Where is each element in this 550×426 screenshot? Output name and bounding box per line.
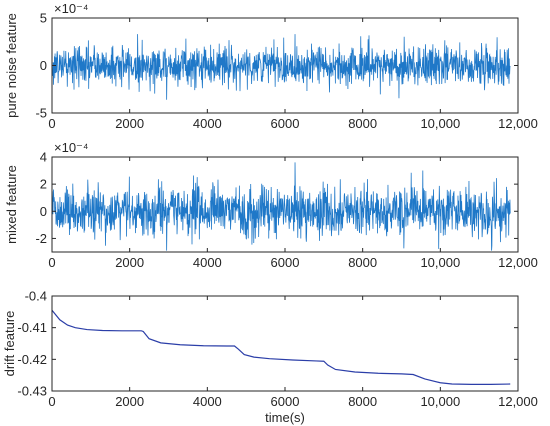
drift-ytick-label: -0.43 [17,384,47,399]
mixed-xtick-label: 12,000 [498,255,538,270]
mixed-xtick-label: 6000 [271,255,300,270]
pure-noise-xtick-label: 8000 [348,116,377,131]
drift-xtick-label: 4000 [193,394,222,409]
drift-panel: 0 2000 4000 6000 8000 10,000 12,000 -0.43 -0.42 -… [2,289,538,426]
drift-ytick-label: -0.4 [25,289,47,304]
drift-ylabel: drift feature [2,311,17,377]
mixed-ytick-label: 0 [40,204,47,219]
mixed-ytick-label: -2 [35,231,47,246]
drift-ytick-label: -0.42 [17,352,47,367]
time-xlabel: time(s) [265,410,305,425]
mixed-ylabel: mixed feature [4,165,19,244]
pure-noise-xtick-label: 12,000 [498,116,538,131]
pure-noise-ytick-label: 0 [40,58,47,73]
mixed-xtick-label: 8000 [348,255,377,270]
drift-xtick-label: 0 [48,394,55,409]
drift-xtick-label: 12,000 [498,394,538,409]
mixed-xtick-label: 4000 [193,255,222,270]
pure-noise-xtick-label: 4000 [193,116,222,131]
mixed-xtick-label: 10,000 [420,255,460,270]
pure-noise-xtick-label: 6000 [271,116,300,131]
pure-noise-ytick-label: 5 [40,11,47,26]
pure-noise-panel: 0 2000 4000 6000 8000 10,000 12,000-505 pure n… [4,1,538,131]
pure-noise-xtick-label: 10,000 [420,116,460,131]
drift-xtick-label: 10,000 [420,394,460,409]
drift-xtick-label: 6000 [271,394,300,409]
pure-noise-ylabel: pure noise feature [4,13,19,118]
pure-noise-ytick-label: -5 [35,106,47,121]
drift-ytick-label: -0.41 [17,320,47,335]
pure-noise-xtick-label: 0 [48,116,55,131]
pure-noise-exponent-label: ×10⁻⁴ [54,1,89,16]
drift-series [51,309,511,385]
mixed-series [51,162,511,251]
drift-xtick-label: 2000 [115,394,144,409]
mixed-ytick-label: 4 [40,150,47,165]
mixed-ytick-label: 2 [40,177,47,192]
mixed-exponent-label: ×10⁻⁴ [54,140,89,155]
mixed-xtick-label: 2000 [115,255,144,270]
mixed-xtick-label: 0 [48,255,55,270]
drift-xtick-label: 8000 [348,394,377,409]
pure-noise-series [51,34,511,100]
pure-noise-xtick-label: 2000 [115,116,144,131]
